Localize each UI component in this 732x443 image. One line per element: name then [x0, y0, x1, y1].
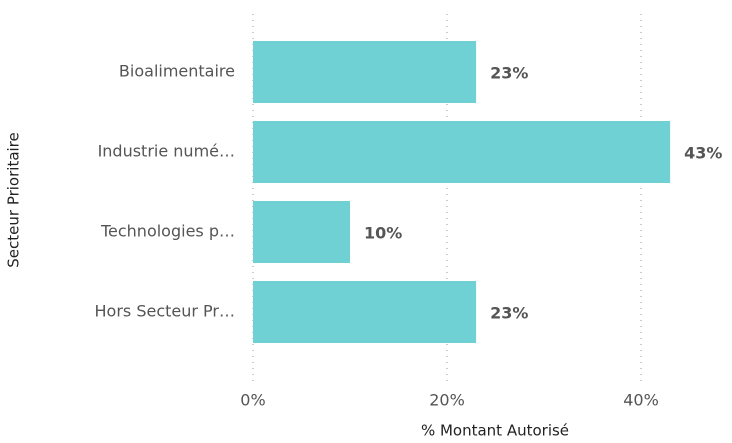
bar	[253, 41, 477, 103]
bar	[253, 201, 350, 263]
value-label: 23%	[490, 64, 528, 83]
y-axis-title: Secteur Prioritaire	[5, 132, 23, 267]
x-tick-label: 40%	[623, 391, 659, 410]
y-tick-label: Hors Secteur Pr…	[95, 302, 235, 321]
x-tick-label: 0%	[240, 391, 265, 410]
value-label: 23%	[490, 304, 528, 323]
y-tick-label: Technologies p…	[100, 222, 235, 241]
y-tick-label: Bioalimentaire	[119, 62, 235, 81]
value-label: 10%	[364, 224, 402, 243]
bar	[253, 281, 477, 343]
value-label: 43%	[684, 144, 722, 163]
x-tick-label: 20%	[429, 391, 465, 410]
bar	[253, 121, 671, 183]
y-tick-label: Industrie numé…	[98, 142, 235, 161]
x-axis-title: % Montant Autorisé	[421, 422, 569, 440]
